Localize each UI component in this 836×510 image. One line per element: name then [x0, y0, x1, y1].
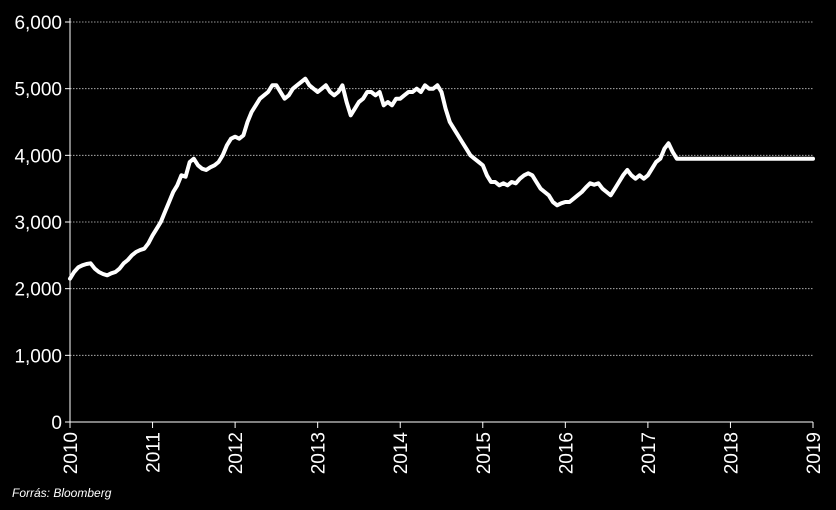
y-tick-label-6000: 6,000: [14, 13, 62, 34]
y-tick-label-2000: 2,000: [14, 280, 62, 301]
x-tick-labels: 2010 2011 2012 2013 2014 2015 2016 2017 2018 2019: [61, 432, 825, 475]
y-tick-labels: 0 1,000 2,000 3,000 4,000 5,000 6,000: [14, 13, 62, 434]
gridlines: [70, 21, 813, 356]
series-layer: [68, 76, 815, 281]
x-tick-label-2011: 2011: [144, 432, 165, 473]
x-tick-label-2014: 2014: [391, 432, 412, 475]
x-tick-label-2017: 2017: [639, 432, 660, 474]
series-line-0: [68, 76, 815, 281]
x-tick-label-2016: 2016: [556, 432, 577, 474]
y-tick-label-1000: 1,000: [14, 346, 62, 367]
y-tick-label-4000: 4,000: [14, 146, 62, 167]
x-tick-label-2010: 2010: [61, 432, 82, 474]
y-tick-label-5000: 5,000: [14, 80, 62, 101]
x-tick-label-2012: 2012: [226, 432, 247, 474]
axes: [65, 18, 814, 428]
source-note: Forrás: Bloomberg: [12, 486, 112, 500]
x-tick-label-2019: 2019: [804, 432, 825, 474]
y-tick-label-3000: 3,000: [14, 213, 62, 234]
y-tick-label-0: 0: [51, 413, 62, 434]
x-tick-label-2015: 2015: [474, 432, 495, 474]
x-tick-label-2018: 2018: [721, 432, 742, 474]
x-tick-label-2013: 2013: [309, 432, 330, 474]
